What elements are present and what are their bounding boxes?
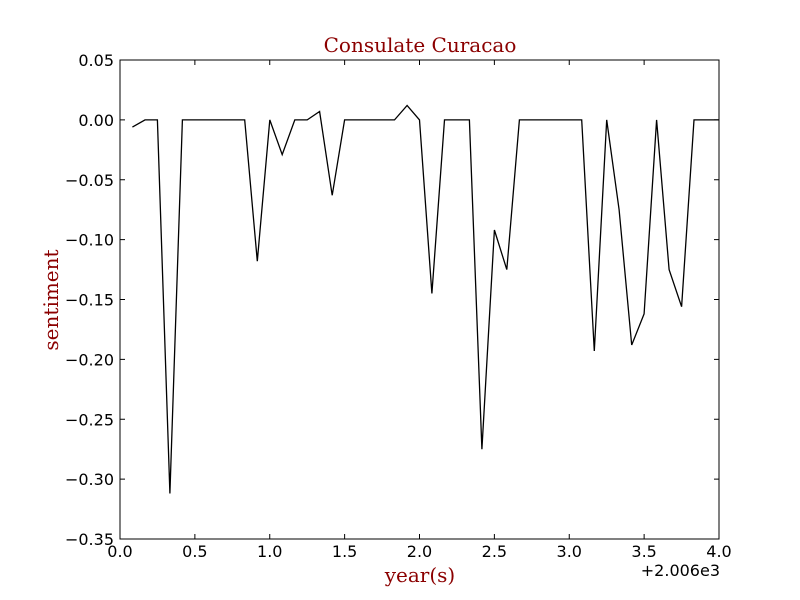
y-tick-label: −0.10 (65, 231, 114, 250)
y-tick-label: −0.30 (65, 470, 114, 489)
series-line-0 (132, 104, 719, 494)
x-axis-label: year(s) (384, 563, 456, 587)
x-tick-label: 3.0 (557, 542, 582, 561)
x-tick-label: 1.0 (257, 542, 282, 561)
x-tick-label: 0.0 (107, 542, 132, 561)
chart-title: Consulate Curacao (324, 33, 517, 57)
x-tick-label: 2.5 (482, 542, 507, 561)
y-tick-label: −0.35 (65, 530, 114, 549)
y-axis-label: sentiment (39, 249, 63, 350)
y-tick-label: −0.05 (65, 171, 114, 190)
y-tick-label: 0.05 (78, 51, 114, 70)
y-tick-label: −0.20 (65, 350, 114, 369)
x-tick-label: 3.5 (631, 542, 656, 561)
y-tick-label: 0.00 (78, 111, 114, 130)
x-tick-label: 1.5 (332, 542, 357, 561)
y-tick-label: −0.15 (65, 291, 114, 310)
x-tick-label: 4.0 (706, 542, 731, 561)
x-tick-label: 0.5 (182, 542, 207, 561)
plot-area: 0.0 0.5 1.0 1.5 2.0 2.5 3.0 3.5 4.0 0.05 0.00 −0.05… (65, 51, 732, 561)
x-tick-label: 2.0 (407, 542, 432, 561)
x-axis-offset-label: +2.006e3 (641, 561, 720, 580)
y-tick-label: −0.25 (65, 410, 114, 429)
